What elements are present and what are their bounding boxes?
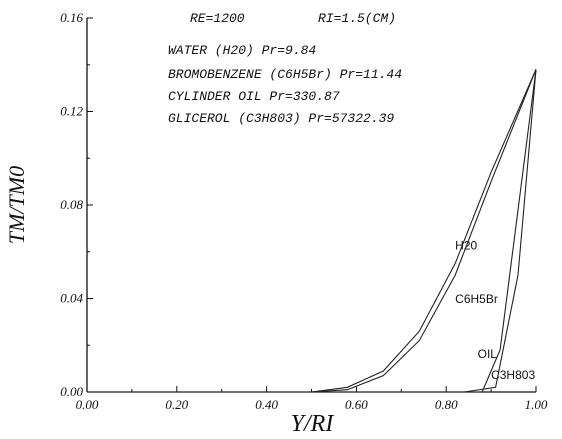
x-tick-label: 0.80 bbox=[435, 397, 458, 412]
y-tick-label: 0.12 bbox=[60, 104, 83, 119]
y-tick-label: 0.16 bbox=[60, 10, 83, 25]
series-label-c6h5br: C6H5Br bbox=[455, 292, 498, 306]
annotation-re: RE=1200 bbox=[190, 11, 245, 26]
ticks: 0.00 0.20 0.40 0.60 0.80 1.00 0.00 0.04 0.08 0.12… bbox=[60, 10, 548, 412]
x-tick-label: 0.20 bbox=[165, 397, 188, 412]
annotation-cylinder-oil: CYLINDER OIL Pr=330.87 bbox=[168, 89, 340, 104]
annotation-bromobenzene: BROMOBENZENE (C6H5Br) Pr=11.44 bbox=[168, 67, 402, 82]
x-tick-label: 0.40 bbox=[255, 397, 278, 412]
y-tick-label: 0.04 bbox=[60, 291, 83, 306]
series-label-c3h803: C3H803 bbox=[491, 368, 535, 382]
x-axis-title: Y/RI bbox=[291, 411, 335, 437]
annotation-water: WATER (H20) Pr=9.84 bbox=[168, 43, 316, 58]
x-tick-label: 0.00 bbox=[76, 397, 99, 412]
y-axis-title: TM/TM0 bbox=[4, 166, 29, 244]
x-tick-label: 0.60 bbox=[345, 397, 368, 412]
series-label-oil: OIL bbox=[478, 347, 498, 361]
series-line-c3h803 bbox=[87, 69, 537, 393]
annotation-glicerol: GLICEROL (C3H803) Pr=57322.39 bbox=[168, 111, 394, 126]
x-tick-label: 1.00 bbox=[525, 397, 548, 412]
y-tick-label: 0.00 bbox=[60, 384, 83, 399]
annotation-ri: RI=1.5(CM) bbox=[318, 11, 396, 26]
y-tick-label: 0.08 bbox=[60, 197, 83, 212]
